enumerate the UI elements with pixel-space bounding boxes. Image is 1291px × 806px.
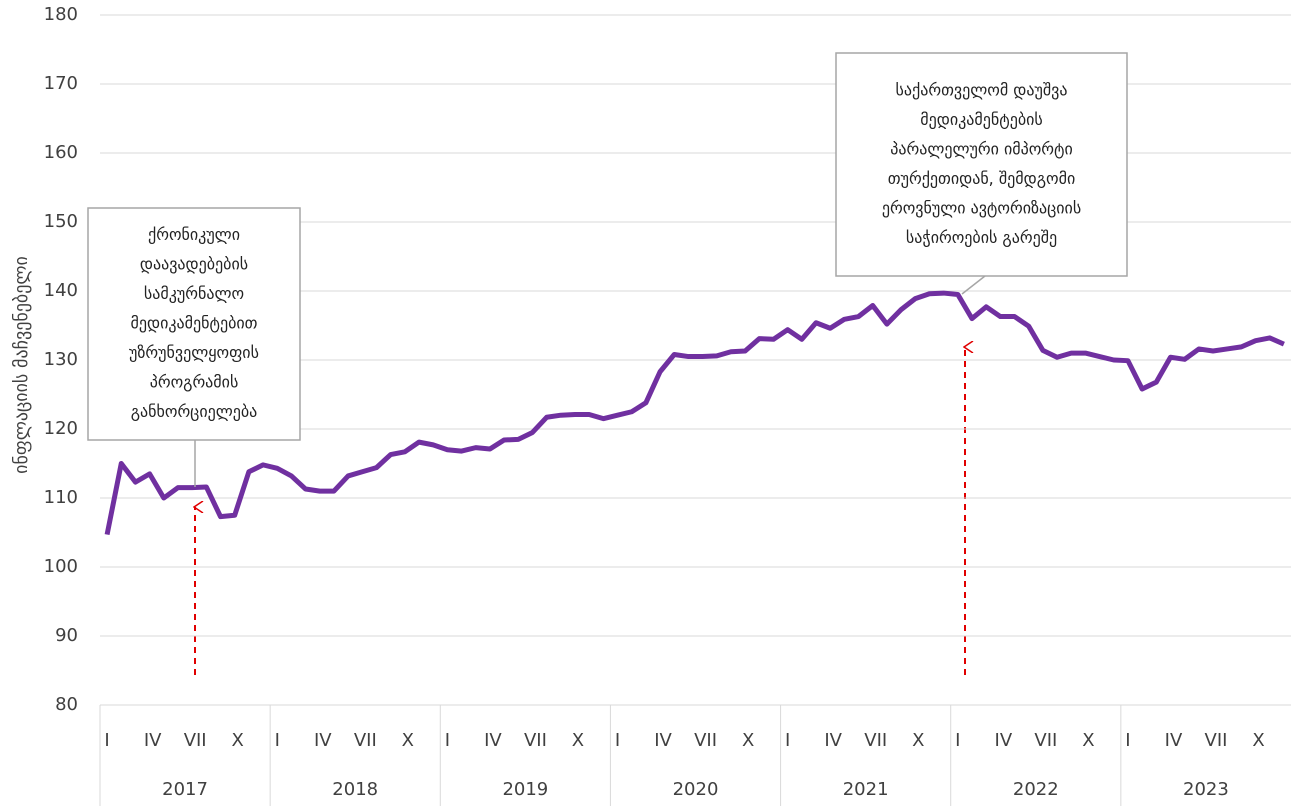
annotation-box bbox=[87, 207, 301, 441]
y-tick-label: 120 bbox=[44, 418, 78, 439]
x-tick-label: X bbox=[742, 730, 754, 751]
year-label: 2023 bbox=[1183, 779, 1229, 800]
x-tick-label: VII bbox=[184, 730, 207, 751]
x-tick-label: VII bbox=[864, 730, 887, 751]
annotation-text: დაავადებების bbox=[140, 255, 248, 274]
annotation-text: სამკურნალო bbox=[144, 284, 244, 303]
annotation-text: ეროვნული ავტორიზაციის bbox=[882, 198, 1081, 217]
annotation-text: უზრუნველყოფის bbox=[129, 343, 259, 362]
year-label: 2018 bbox=[332, 779, 378, 800]
annotation-text: პროგრამის bbox=[150, 373, 239, 392]
y-tick-label: 140 bbox=[44, 280, 78, 301]
y-tick-label: 130 bbox=[44, 349, 78, 370]
y-axis-label: ინფლაციის მაჩვენებელი bbox=[11, 256, 32, 474]
x-tick-label: VII bbox=[694, 730, 717, 751]
x-tick-label: X bbox=[1082, 730, 1094, 751]
x-tick-label: X bbox=[1252, 730, 1264, 751]
annotation-text: განხორციელება bbox=[131, 402, 258, 421]
y-tick-label: 170 bbox=[44, 73, 78, 94]
y-tick-label: 160 bbox=[44, 142, 78, 163]
x-tick-label: IV bbox=[824, 730, 842, 751]
x-tick-label: VII bbox=[354, 730, 377, 751]
x-tick-label: X bbox=[232, 730, 244, 751]
x-tick-label: X bbox=[912, 730, 924, 751]
year-label: 2021 bbox=[843, 779, 889, 800]
y-tick-label: 80 bbox=[55, 694, 78, 715]
y-tick-label: 90 bbox=[55, 625, 78, 646]
year-label: 2019 bbox=[502, 779, 548, 800]
annotation-box bbox=[835, 52, 1128, 277]
y-tick-label: 100 bbox=[44, 556, 78, 577]
x-tick-label: I bbox=[104, 730, 109, 751]
annotation-text: მედიკამენტებით bbox=[131, 314, 258, 333]
x-tick-label: IV bbox=[144, 730, 162, 751]
x-tick-label: IV bbox=[995, 730, 1013, 751]
x-tick-label: IV bbox=[484, 730, 502, 751]
year-label: 2017 bbox=[162, 779, 208, 800]
x-tick-label: VII bbox=[1034, 730, 1057, 751]
x-tick-label: I bbox=[1125, 730, 1130, 751]
x-tick-label: I bbox=[445, 730, 450, 751]
annotation-text: თურქეთიდან, შემდგომი bbox=[888, 169, 1075, 188]
y-tick-label: 150 bbox=[44, 211, 78, 232]
x-tick-label: X bbox=[572, 730, 584, 751]
x-tick-label: VII bbox=[1205, 730, 1228, 751]
x-tick-label: I bbox=[615, 730, 620, 751]
annotation-text: ქრონიკული bbox=[148, 225, 240, 244]
line-series bbox=[104, 290, 1285, 536]
x-tick-label: X bbox=[402, 730, 414, 751]
year-label: 2020 bbox=[673, 779, 719, 800]
annotation-text: საჭიროების გარეშე bbox=[906, 228, 1057, 247]
x-tick-label: I bbox=[785, 730, 790, 751]
x-tick-label: VII bbox=[524, 730, 547, 751]
x-tick-label: I bbox=[275, 730, 280, 751]
y-tick-label: 180 bbox=[44, 4, 78, 25]
annotation-text: მედიკამენტების bbox=[920, 110, 1043, 129]
annotation-text: პარალელური იმპორტი bbox=[890, 139, 1073, 158]
callout-line bbox=[961, 275, 986, 295]
x-tick-label: IV bbox=[654, 730, 672, 751]
annotation-text: საქართველომ დაუშვა bbox=[896, 80, 1068, 99]
x-tick-label: IV bbox=[1165, 730, 1183, 751]
year-label: 2022 bbox=[1013, 779, 1059, 800]
x-tick-label: I bbox=[955, 730, 960, 751]
x-tick-label: IV bbox=[314, 730, 332, 751]
y-tick-label: 110 bbox=[44, 487, 78, 508]
